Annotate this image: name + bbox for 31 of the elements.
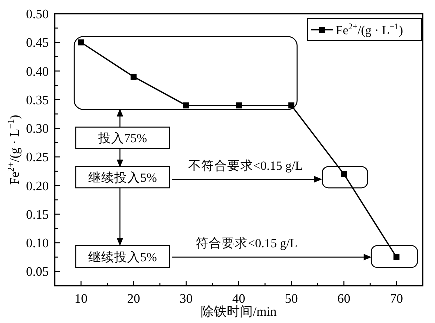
x-tick-label: 20 (127, 291, 140, 306)
legend-label: Fe$^{2+}$/(g · L$^{−1}$) (336, 22, 404, 38)
annotation: 继续投入5% (88, 170, 158, 185)
y-tick-label: 0.40 (26, 64, 49, 79)
point (394, 254, 400, 260)
point (183, 102, 190, 109)
annotation: 符合要求<0.15 g/L (196, 236, 298, 251)
point (288, 102, 295, 109)
y-tick-label: 0.05 (26, 264, 49, 280)
x-axis-title: 除铁时间/min (201, 304, 278, 319)
x-tick-label: 10 (74, 291, 88, 306)
annotation: 继续投入5% (88, 250, 158, 264)
x-tick-label: 70 (390, 291, 404, 306)
point (130, 74, 137, 80)
y-tick-label: 0.15 (26, 206, 49, 222)
x-tick-label: 40 (232, 291, 246, 306)
x-tick-label: 50 (285, 291, 298, 306)
y-tick-label: 0.30 (26, 121, 49, 136)
y-tick-label: 0.50 (26, 6, 49, 22)
annotation: 投入75% (97, 131, 148, 146)
point (78, 40, 84, 46)
annotation: 不符合要求<0.15 g/L (188, 158, 304, 173)
y-tick-label: 0.20 (26, 178, 49, 194)
y-tick-label: 0.35 (26, 92, 49, 108)
y-tick-label: 0.25 (26, 150, 49, 165)
x-tick-label: 30 (180, 291, 193, 306)
x-tick-label: 60 (338, 291, 351, 306)
point (341, 171, 348, 178)
y-tick-label: 0.10 (26, 236, 49, 251)
point (236, 102, 242, 109)
y-tick-label: 0.45 (26, 35, 49, 50)
